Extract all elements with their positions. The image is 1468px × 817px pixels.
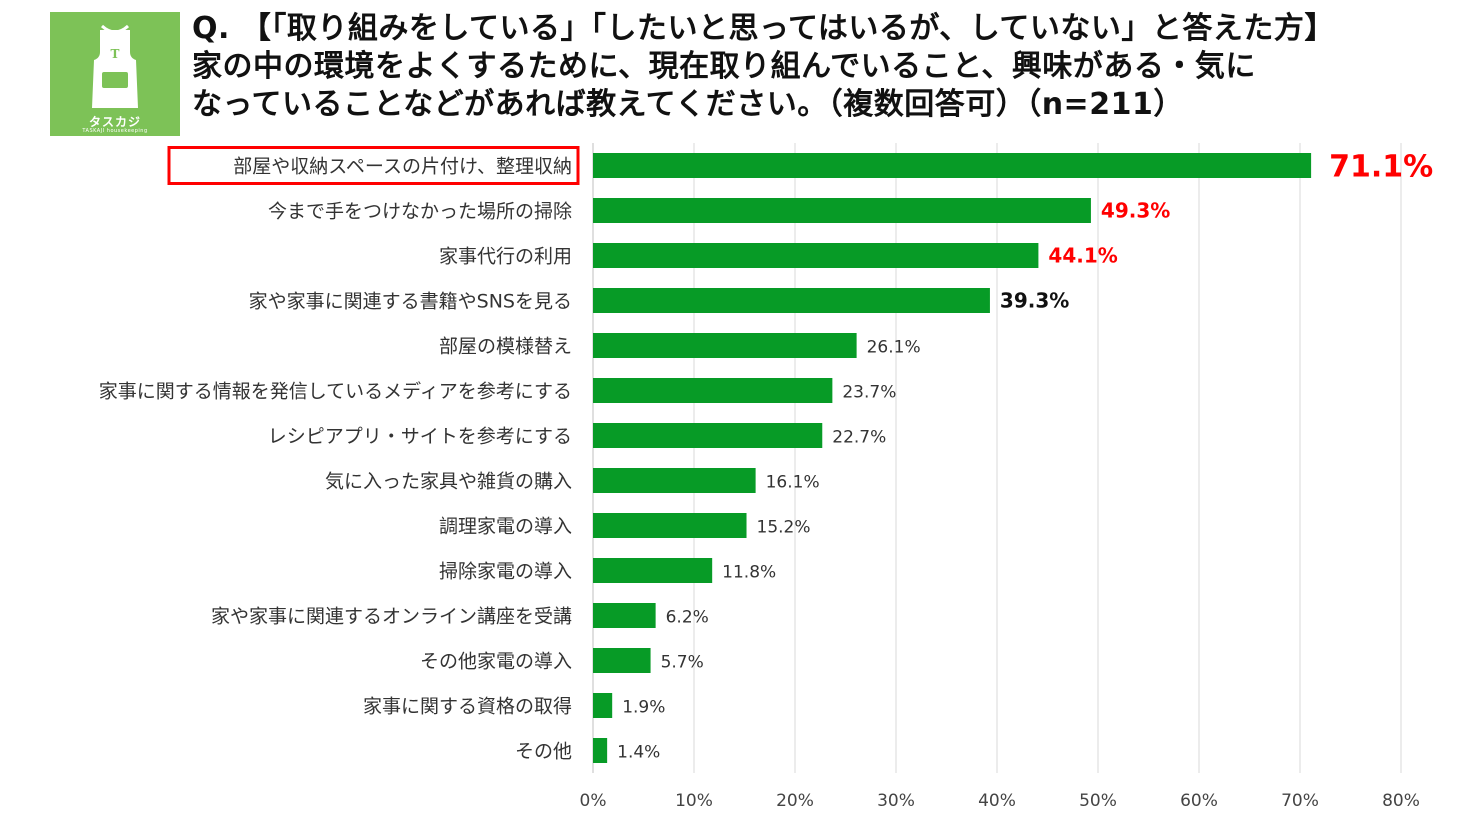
value-label: 16.1%: [766, 473, 820, 493]
x-tick-label: 30%: [877, 791, 915, 811]
bar: [593, 423, 823, 448]
value-label: 15.2%: [757, 518, 811, 538]
logo-letter: T: [111, 47, 120, 61]
x-tick-label: 0%: [580, 791, 607, 811]
bar: [593, 468, 756, 493]
category-label: 今まで手をつけなかった場所の掃除: [268, 201, 572, 223]
value-label: 26.1%: [867, 338, 921, 358]
x-tick-label: 20%: [776, 791, 814, 811]
bar: [593, 603, 656, 628]
bar: [593, 333, 857, 358]
title-line-1: Q. 【「取り組みをしている」「したいと思ってはいるが、していない」と答えた方】: [192, 11, 1335, 46]
bar: [593, 243, 1039, 268]
bar: [593, 693, 613, 718]
title-line-3: なっていることなどがあれば教えてください。（複数回答可）（n=211）: [192, 87, 1184, 122]
bar: [593, 513, 747, 538]
logo-subtext: TASKAJI housekeeping: [82, 128, 148, 134]
title-line-2: 家の中の環境をよくするために、現在取り組んでいること、興味がある・気に: [192, 49, 1256, 84]
category-label: 家や家事に関連するオンライン講座を受講: [211, 606, 572, 628]
value-label: 71.1%: [1329, 150, 1433, 185]
bar: [593, 378, 833, 403]
value-label: 1.9%: [622, 698, 665, 718]
value-label: 44.1%: [1048, 244, 1117, 268]
apron-icon: T: [92, 24, 138, 108]
x-tick-label: 50%: [1079, 791, 1117, 811]
bar: [593, 648, 651, 673]
x-tick-label: 10%: [675, 791, 713, 811]
category-label: 部屋や収納スペースの片付け、整理収納: [233, 156, 572, 178]
category-label: 家や家事に関連する書籍やSNSを見る: [249, 291, 572, 313]
bar: [593, 198, 1091, 223]
x-tick-label: 40%: [978, 791, 1016, 811]
category-label: 家事に関する情報を発信しているメディアを参考にする: [99, 381, 572, 403]
value-label: 11.8%: [722, 563, 776, 583]
value-label: 5.7%: [661, 653, 704, 673]
bar: [593, 558, 713, 583]
bar: [593, 153, 1312, 178]
bar: [593, 738, 608, 763]
x-tick-label: 60%: [1180, 791, 1218, 811]
category-label: 部屋の模様替え: [439, 336, 572, 358]
highlight-box: [167, 146, 580, 185]
value-label: 39.3%: [1000, 289, 1069, 313]
category-label: レシピアプリ・サイトを参考にする: [268, 426, 572, 448]
question-title: Q. 【「取り組みをしている」「したいと思ってはいるが、していない」と答えた方】…: [192, 10, 1442, 124]
category-label: 家事に関する資格の取得: [363, 696, 572, 718]
category-label: その他: [515, 741, 572, 763]
logo-text: タスカジ: [88, 115, 141, 129]
value-label: 49.3%: [1101, 199, 1170, 223]
x-tick-label: 80%: [1382, 791, 1420, 811]
category-label: 調理家電の導入: [439, 516, 572, 538]
value-label: 1.4%: [617, 743, 660, 763]
logo: T タスカジ TASKAJI housekeeping: [50, 12, 180, 136]
category-label: 気に入った家具や雑貨の購入: [325, 471, 572, 493]
category-label: 掃除家電の導入: [439, 561, 572, 583]
value-label: 6.2%: [666, 608, 709, 628]
value-label: 23.7%: [842, 383, 896, 403]
bar: [593, 288, 990, 313]
category-label: 家事代行の利用: [439, 246, 572, 268]
value-label: 22.7%: [832, 428, 886, 448]
category-label: その他家電の導入: [420, 651, 572, 673]
x-tick-label: 70%: [1281, 791, 1319, 811]
